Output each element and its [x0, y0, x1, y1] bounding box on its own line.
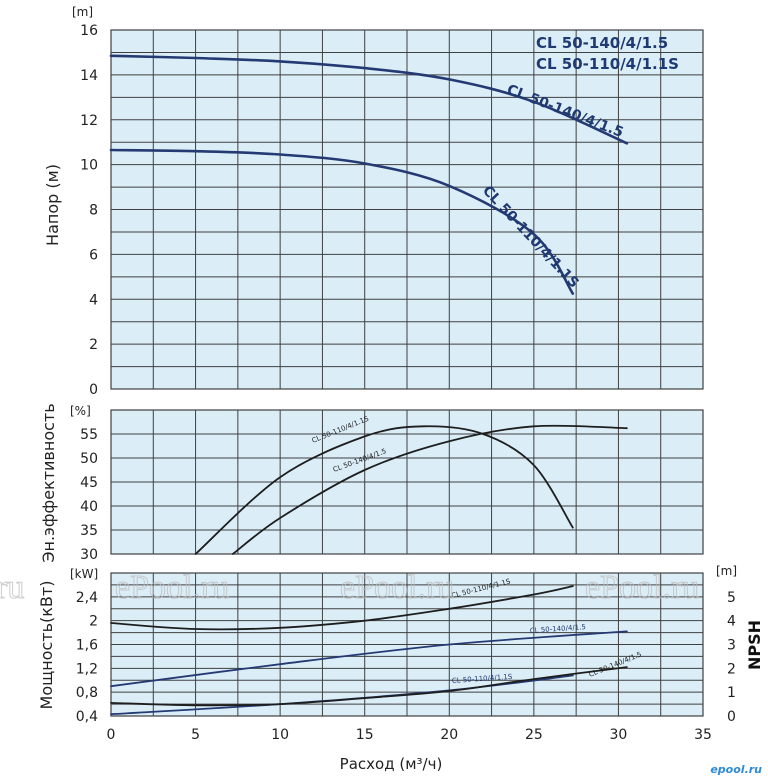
legend-entry: CL 50-110/4/1.1S: [536, 55, 679, 73]
y-tick-label: 40: [80, 499, 98, 515]
x-tick-label: 25: [525, 727, 543, 743]
y-tick-label: 35: [80, 523, 98, 539]
y-tick-label: 14: [80, 68, 98, 84]
panel-power-npsh: [110, 572, 704, 717]
y2-unit-label: [m]: [716, 564, 737, 578]
y2-tick-label: 4: [727, 614, 736, 630]
y-tick-label: 2,4: [76, 590, 98, 606]
y2-axis-title: NPSH: [745, 620, 764, 670]
y2-tick-label: 5: [727, 590, 736, 606]
y-tick-label: 30: [80, 547, 98, 563]
watermark-text: ePool.ru: [115, 569, 229, 606]
y-axis-title: Эн.эффективность: [39, 403, 58, 562]
y-unit-label: [kW]: [70, 567, 98, 581]
y-tick-label: 6: [89, 247, 98, 263]
watermark-band: ru ePool.ru ePool.ru ePool.ru: [0, 569, 700, 607]
series-line: [109, 148, 575, 295]
y-tick-label: 16: [80, 23, 98, 39]
x-tick-label: 15: [356, 727, 374, 743]
plot-frame: [110, 29, 704, 390]
watermark-text: ru: [0, 569, 24, 606]
series-line: [231, 424, 628, 555]
watermark-text: ePool.ru: [340, 569, 454, 606]
y2-tick-label: 0: [727, 709, 736, 725]
y-tick-label: 45: [80, 475, 98, 491]
y-axis-title: Напор (м): [43, 164, 62, 246]
y-tick-label: 0,8: [76, 685, 98, 701]
panel-efficiency: [110, 409, 704, 555]
y-unit-label: [%]: [70, 404, 91, 418]
x-tick-label: 0: [107, 727, 116, 743]
y-unit-label: [m]: [72, 5, 93, 19]
series-line: [109, 54, 629, 145]
y-tick-label: 2: [89, 614, 98, 630]
x-tick-label: 30: [610, 727, 628, 743]
y-tick-label: 2: [89, 337, 98, 353]
y2-tick-label: 1: [727, 685, 736, 701]
y-tick-label: 0: [89, 382, 98, 398]
y2-tick-label: 3: [727, 638, 736, 654]
watermark-text: ePool.ru: [585, 569, 699, 606]
x-tick-label: 5: [191, 727, 200, 743]
y-tick-label: 0,4: [76, 709, 98, 725]
y-tick-label: 1,2: [76, 661, 98, 677]
y2-tick-label: 2: [727, 661, 736, 677]
legend-entry: CL 50-140/4/1.5: [536, 34, 668, 52]
x-axis-title: Расход (м³/ч): [340, 755, 443, 773]
y-tick-label: 55: [80, 427, 98, 443]
series-line: [110, 585, 574, 631]
plot-frame: [110, 409, 704, 555]
y-tick-label: 10: [80, 158, 98, 174]
x-tick-label: 10: [271, 727, 289, 743]
y-tick-label: 1,6: [76, 638, 98, 654]
series-line: [110, 666, 628, 707]
y-tick-label: 50: [80, 451, 98, 467]
y-tick-label: 12: [80, 113, 98, 129]
series-line: [194, 425, 574, 555]
x-tick-label: 20: [440, 727, 458, 743]
series-label: CL 50-140/4/1.5: [530, 623, 587, 635]
x-tick-label: 35: [694, 727, 712, 743]
y-tick-label: 8: [89, 203, 98, 219]
epool-logo: epool.ru: [710, 763, 762, 776]
plot-frame: [110, 572, 704, 717]
y-axis-title: Мощность(кВт): [37, 581, 56, 710]
panel-head: [110, 29, 704, 390]
y-tick-label: 4: [89, 292, 98, 308]
series-line: [110, 630, 628, 688]
